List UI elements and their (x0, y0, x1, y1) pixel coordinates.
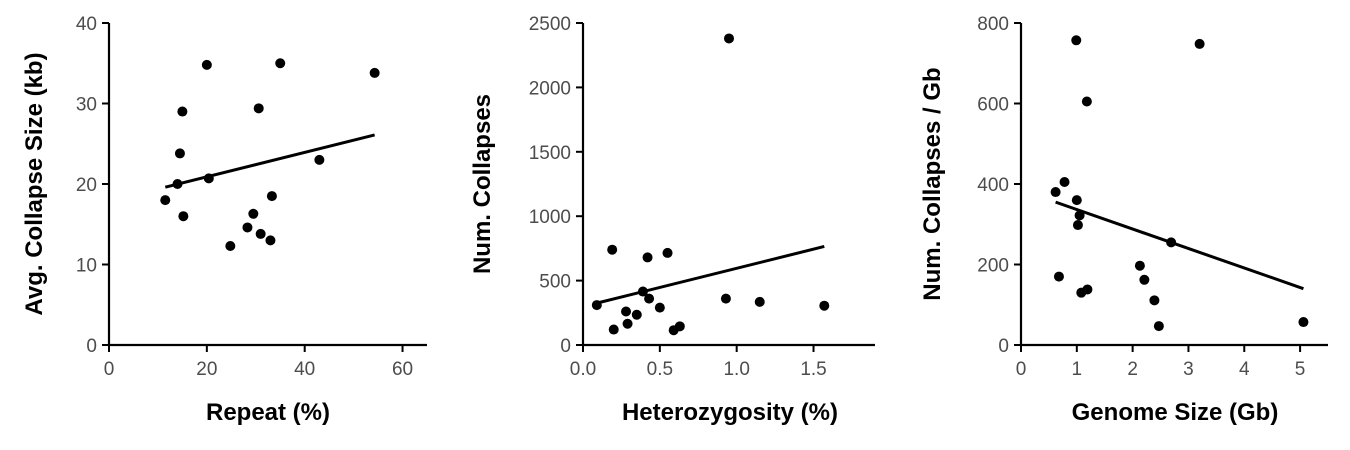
data-point (608, 324, 619, 335)
y-tick-label: 0 (86, 336, 97, 357)
panel-genome-size-vs-collapses-per-gb: 0 200 400 600 800 0 1 2 3 4 5 Genome Size (Gb) Num. … (919, 14, 1328, 426)
data-point (1072, 220, 1083, 231)
x-tick-label: 5 (1295, 359, 1306, 380)
data-point (1298, 317, 1309, 328)
y-tick-label: 1500 (529, 143, 571, 164)
data-point (369, 67, 380, 78)
y-axis-title: Num. Collapses (469, 94, 496, 274)
regression-line (1055, 200, 1304, 291)
y-tick-label: 500 (539, 272, 571, 293)
x-tick-label: 3 (1183, 359, 1194, 380)
x-axis-title: Repeat (%) (206, 399, 330, 426)
x-tick-label: 1.0 (723, 359, 749, 380)
x-tick-label: 0.0 (570, 359, 596, 380)
regression-line (596, 245, 825, 305)
data-point (1071, 195, 1082, 206)
regression-line (164, 133, 376, 189)
x-tick-label: 0.5 (647, 359, 673, 380)
data-point (621, 306, 632, 317)
data-point (642, 252, 653, 263)
y-tick-label: 200 (977, 256, 1009, 277)
data-point (1153, 321, 1164, 332)
panel-heterozygosity-vs-num-collapses: 0 500 1000 1500 2000 2500 0.0 0.5 1.0 1.5 Heterozy… (469, 14, 875, 426)
y-tick-label: 2000 (529, 78, 571, 99)
data-point (724, 33, 734, 44)
data-point (591, 300, 602, 311)
x-tick-label: 1.5 (800, 359, 826, 380)
data-point (1050, 187, 1061, 198)
data-point (275, 58, 286, 69)
y-tick-label: 0 (998, 336, 1009, 357)
data-point (314, 154, 325, 165)
data-point (1149, 295, 1160, 306)
x-tick-label: 0 (1016, 359, 1027, 380)
data-point (1166, 237, 1177, 248)
data-point (1059, 176, 1070, 187)
data-point (1139, 274, 1150, 285)
data-point (674, 321, 685, 332)
data-point (1194, 38, 1205, 49)
data-point (242, 222, 253, 233)
data-point (637, 286, 648, 297)
data-point (1053, 271, 1064, 282)
data-point (654, 302, 665, 313)
data-point (253, 103, 264, 114)
data-point (754, 296, 765, 307)
x-axis-title: Genome Size (Gb) (1072, 399, 1279, 426)
y-tick-label: 30 (76, 95, 97, 116)
data-point (1071, 35, 1082, 46)
data-point (174, 148, 185, 159)
y-axis-title: Num. Collapses / Gb (919, 67, 946, 300)
y-tick-label: 0 (560, 336, 571, 357)
x-tick-label: 1 (1072, 359, 1083, 380)
y-tick-label: 40 (76, 14, 97, 35)
data-point (607, 244, 618, 255)
y-tick-label: 20 (76, 175, 97, 196)
x-tick-label: 0 (104, 359, 115, 380)
x-tick-label: 60 (392, 359, 413, 380)
data-point (177, 106, 188, 117)
data-point (265, 235, 276, 246)
x-tick-label: 20 (196, 359, 217, 380)
x-tick-label: 4 (1239, 359, 1250, 380)
data-point (172, 179, 183, 189)
data-point (662, 247, 673, 258)
data-point (160, 195, 171, 206)
y-tick-label: 600 (977, 95, 1009, 116)
data-point (1074, 210, 1085, 221)
data-point (1082, 284, 1093, 295)
data-point (622, 318, 633, 329)
x-tick-label: 2 (1127, 359, 1138, 380)
y-axis-title: Avg. Collapse Size (kb) (21, 52, 48, 315)
y-tick-label: 10 (76, 256, 97, 277)
data-point (201, 59, 212, 70)
data-point (255, 228, 266, 239)
data-point (178, 211, 189, 222)
y-tick-label: 1000 (529, 207, 571, 228)
data-point (203, 173, 214, 184)
data-point (1134, 260, 1145, 271)
y-tick-label: 800 (977, 14, 1009, 35)
x-tick-label: 40 (294, 359, 315, 380)
y-tick-label: 400 (977, 175, 1009, 196)
data-point (1081, 96, 1092, 107)
data-point (631, 309, 642, 320)
y-tick-label: 2500 (529, 14, 571, 35)
data-point (225, 240, 236, 251)
data-point (248, 208, 259, 219)
data-point (720, 293, 731, 304)
data-point (644, 293, 655, 304)
panel-repeat-vs-collapse-size: 0 10 20 30 40 0 20 40 60 Repeat (%) Avg. Collapse … (21, 14, 427, 426)
data-point (819, 300, 830, 311)
data-point (266, 191, 277, 202)
x-axis-title: Heterozygosity (%) (622, 399, 838, 426)
